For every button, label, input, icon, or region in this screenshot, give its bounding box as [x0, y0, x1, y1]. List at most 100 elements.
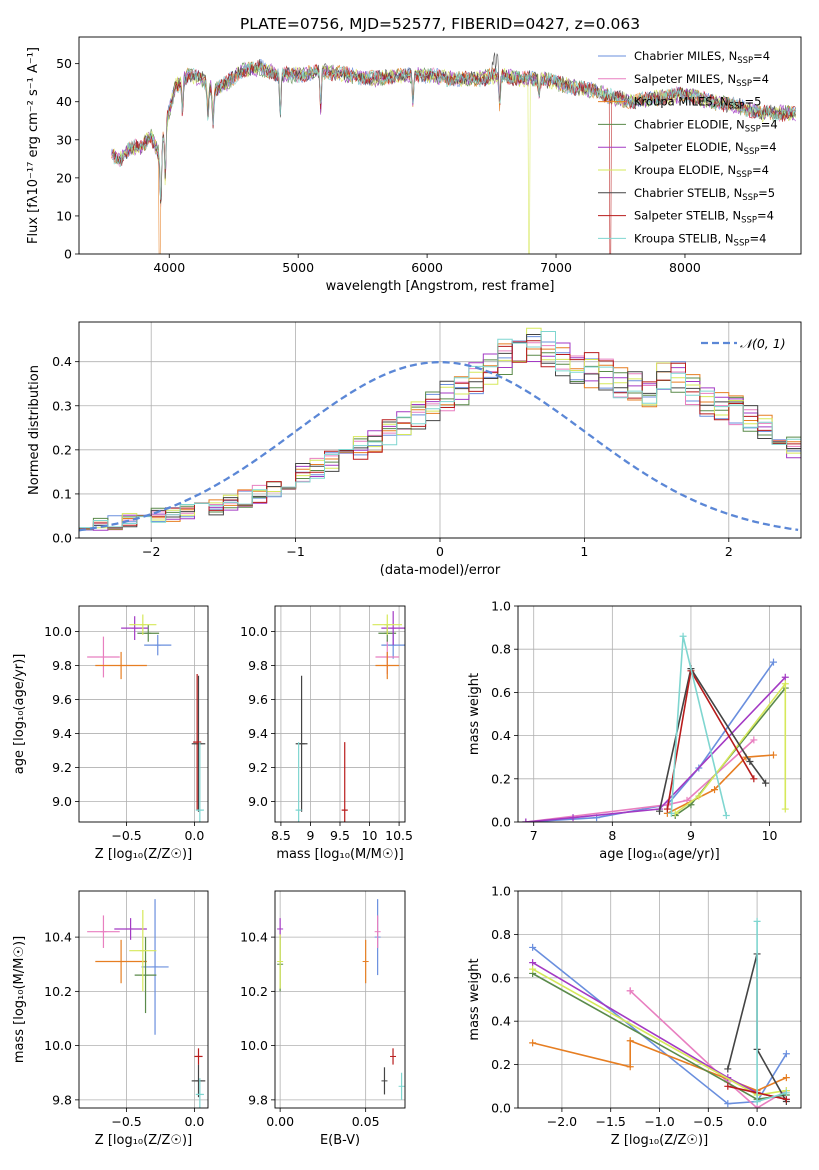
- legend-entry-6: Kroupa ELODIE, NSSP=4: [634, 163, 769, 180]
- axes-frame: [78, 321, 802, 539]
- x-tick-label: −0.5: [111, 828, 141, 843]
- weight-marker: [724, 1100, 732, 1108]
- y-axis-label: mass [log₁₀(M/M☉)]: [12, 936, 27, 1063]
- x-tick-label: 0.00: [266, 1114, 294, 1129]
- x-axis-label: E(B-V): [320, 1133, 360, 1148]
- weight-marker: [781, 673, 789, 681]
- y-tick-label: 10.0: [240, 624, 268, 639]
- weight-marker: [569, 814, 577, 822]
- weight-line-2: [525, 739, 755, 822]
- x-axis-label: age [log₁₀(age/yr)]: [599, 847, 720, 862]
- legend-entry-normal: 𝒩(0, 1): [740, 336, 786, 351]
- x-axis-label: mass [log₁₀(M/M☉)]: [276, 847, 403, 862]
- spectrum-line-9: [112, 61, 796, 200]
- plot-area-mass-vs-z: [87, 899, 206, 1108]
- y-tick-label: 9.8: [52, 1092, 72, 1107]
- panel-mass-weight-age: 7 8 9 10 0.0 0.2 0.4 0.6 0.8 1.0 age [log₁₀(age/yr…: [467, 599, 802, 862]
- y-tick-label: 9.8: [248, 658, 268, 673]
- y-tick-label: 9.2: [248, 760, 268, 775]
- normal-curve: [79, 360, 799, 532]
- spectrum-legend: Chabrier MILES, NSSP=4 Salpeter MILES, NS…: [598, 49, 778, 248]
- y-tick-label: 0.2: [52, 442, 72, 457]
- y-tick-label: 0.8: [491, 642, 511, 657]
- weight-marker: [750, 775, 758, 783]
- y-tick-label: 9.6: [52, 692, 72, 707]
- panel-mass-weight-z: −2.0 −1.5 −1.0 −0.5 0.0 0.0 0.2 0.4 0.6 0.8 1.0 Z […: [467, 884, 802, 1148]
- y-axis-label: mass weight: [467, 673, 482, 755]
- x-axis-label: Z [log₁₀(Z/Z☉)]: [95, 847, 192, 862]
- weight-line-5: [525, 676, 786, 822]
- axes-frame: [274, 605, 406, 823]
- y-axis-label: age [log₁₀(age/yr)]: [12, 654, 27, 775]
- x-tick-label: 4000: [153, 260, 185, 275]
- x-tick-label: −2: [142, 544, 160, 559]
- panel-spectrum: 4000 5000 6000 7000 8000 0 10 20 30 40 50 wavelengt…: [26, 36, 802, 294]
- x-axis-label: (data-model)/error: [380, 563, 501, 578]
- y-tick-label: 0: [64, 247, 72, 262]
- y-tick-label: 1.0: [491, 599, 511, 614]
- weight-marker: [781, 805, 789, 813]
- y-tick-label: 0.0: [491, 815, 511, 830]
- weight-marker: [782, 1089, 790, 1097]
- weight-marker: [724, 1082, 732, 1090]
- weight-marker: [781, 680, 789, 688]
- x-tick-label: 0: [436, 544, 444, 559]
- weight-marker: [529, 1039, 537, 1047]
- y-tick-label: 10.0: [44, 1038, 72, 1053]
- y-tick-label: 10.4: [44, 930, 72, 945]
- x-tick-label: 6000: [411, 260, 443, 275]
- legend-entry-4: Chabrier ELODIE, NSSP=4: [634, 117, 778, 134]
- y-tick-label: 9.4: [52, 726, 72, 741]
- y-tick-label: 9.0: [248, 794, 268, 809]
- plot-area-residuals: [79, 327, 801, 532]
- x-tick-label: 9: [687, 828, 695, 843]
- y-tick-label: 0.2: [491, 771, 511, 786]
- weight-marker: [529, 943, 537, 951]
- weight-marker: [762, 779, 770, 787]
- x-tick-label: 1: [580, 544, 588, 559]
- y-tick-label: 0.6: [491, 970, 511, 985]
- y-tick-label: 9.2: [52, 760, 72, 775]
- y-tick-label: 9.6: [248, 692, 268, 707]
- weight-line-1: [525, 661, 775, 822]
- y-tick-label: 0.3: [52, 398, 72, 413]
- weight-marker: [769, 751, 777, 759]
- y-tick-label: 10.2: [44, 984, 72, 999]
- weight-marker: [782, 1095, 790, 1103]
- legend-entry-7: Chabrier STELIB, NSSP=5: [634, 186, 775, 203]
- hist-step-9: [79, 331, 801, 529]
- y-tick-label: 10: [56, 208, 72, 223]
- plot-area-mass-weight-age: [522, 632, 789, 822]
- x-tick-label: −2.0: [547, 1114, 577, 1129]
- weight-marker: [529, 959, 537, 967]
- y-tick-label: 9.8: [52, 658, 72, 673]
- weight-marker: [522, 818, 530, 822]
- weight-marker: [722, 812, 730, 820]
- x-axis-label: Z [log₁₀(Z/Z☉)]: [611, 1133, 708, 1148]
- y-tick-label: 0.4: [491, 728, 511, 743]
- y-tick-label: 10.0: [44, 624, 72, 639]
- y-tick-label: 9.0: [52, 794, 72, 809]
- weight-marker: [724, 1065, 732, 1073]
- panel-residuals: −2 −1 0 1 2 0.0 0.1 0.2 0.3 0.4 (data-model)/error…: [27, 321, 802, 578]
- weight-marker: [626, 1037, 634, 1045]
- weight-line-2: [629, 990, 787, 1108]
- axes-frame: [274, 890, 406, 1109]
- weight-marker: [750, 736, 758, 744]
- plot-area-age-vs-mass: [295, 611, 405, 822]
- axes-frame: [517, 890, 802, 1109]
- weight-marker: [695, 792, 703, 800]
- x-tick-label: −0.5: [111, 1114, 141, 1129]
- weight-marker: [656, 807, 663, 815]
- weight-marker: [667, 809, 675, 817]
- x-tick-label: −1.0: [644, 1114, 674, 1129]
- x-tick-label: −1: [286, 544, 304, 559]
- legend-entry-3: Kroupa MILES, NSSP=5: [634, 95, 761, 112]
- x-tick-label: 8: [608, 828, 616, 843]
- legend-entry-2: Salpeter MILES, NSSP=4: [634, 72, 769, 89]
- x-tick-label: 0.0: [184, 828, 204, 843]
- x-tick-label: 9.5: [330, 828, 350, 843]
- figure-title: PLATE=0756, MJD=52577, FIBERID=0427, z=0…: [240, 15, 640, 33]
- axes-frame: [78, 890, 209, 1109]
- weight-marker: [626, 1063, 634, 1071]
